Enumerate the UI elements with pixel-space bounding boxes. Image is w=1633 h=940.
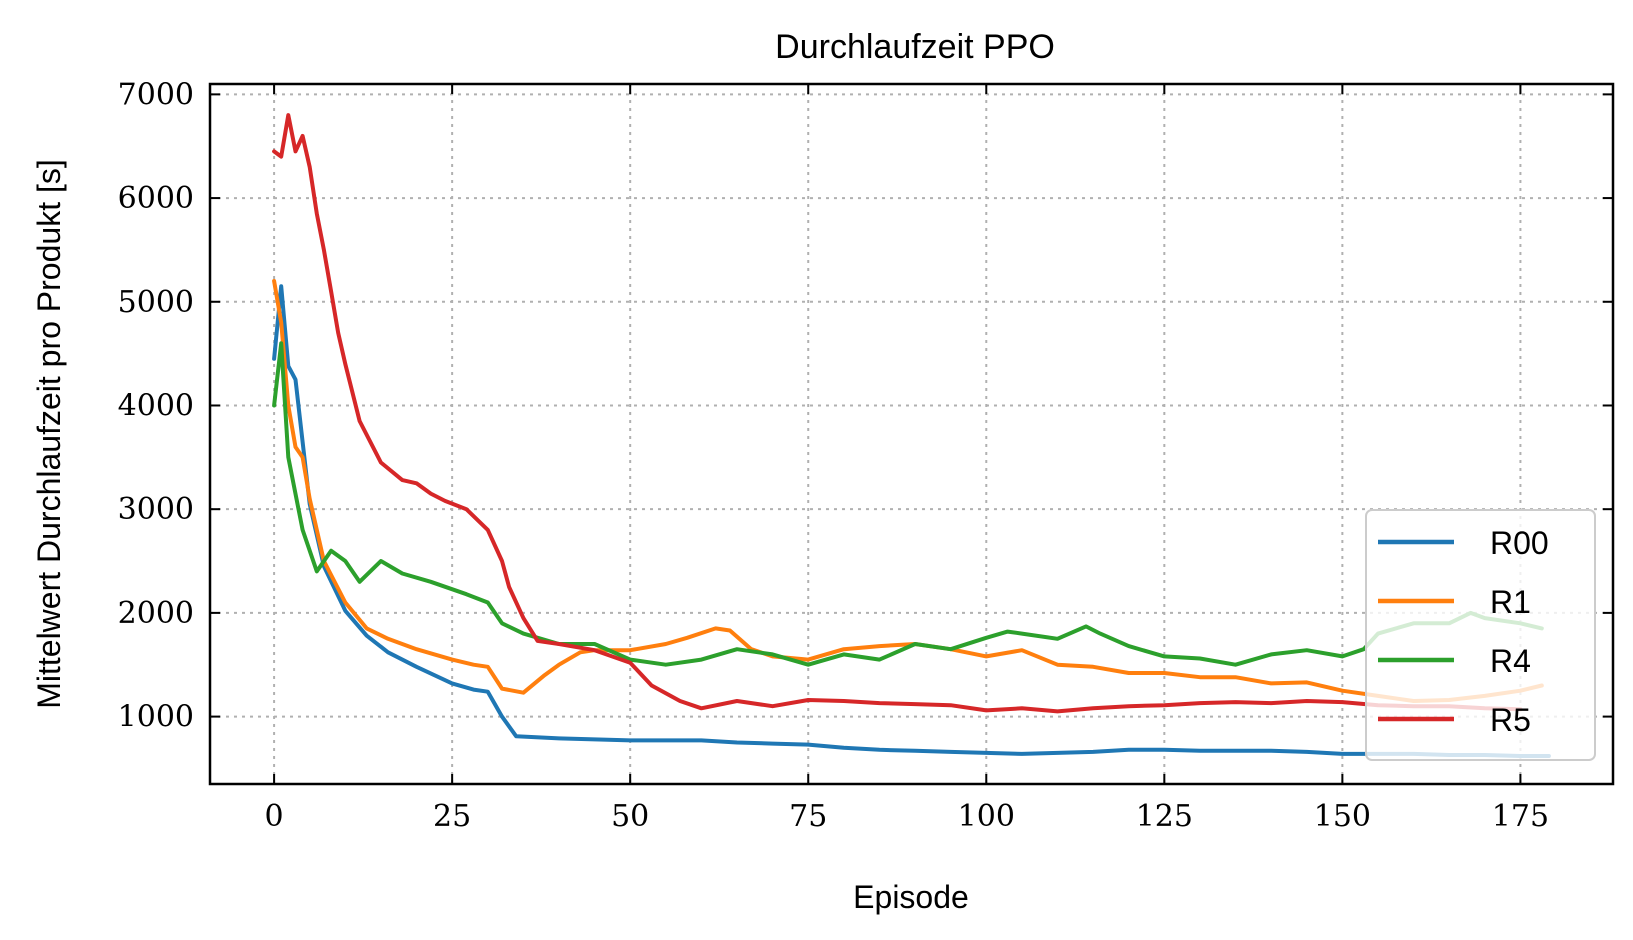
series-line-r5 [272, 113, 1523, 714]
x-tick-label: 0 [265, 799, 284, 834]
y-tick-label: 2000 [118, 596, 194, 631]
y-axis-label: Mittelwert Durchlaufzeit pro Produkt [s] [31, 159, 67, 709]
series-line-r1 [272, 279, 1544, 703]
legend-box [1365, 509, 1596, 761]
x-tick-label: 50 [611, 799, 649, 834]
x-tick-label: 175 [1492, 799, 1549, 834]
series-line-r00 [272, 284, 1551, 758]
y-tick-label: 4000 [118, 388, 194, 423]
legend: R00 R1 R4 R5 [1365, 509, 1596, 761]
series-group [272, 113, 1551, 758]
plot-frame [208, 82, 1615, 786]
ticks: 0 25 50 75 100 125 150 175 1000 2000 3000 4000 5000 6… [118, 77, 1613, 834]
y-tick-label: 7000 [118, 77, 194, 112]
x-axis-label: Episode [853, 879, 969, 915]
series-line-r4 [272, 341, 1544, 667]
x-tick-label: 75 [789, 799, 827, 834]
legend-label-r4: R4 [1490, 643, 1531, 679]
legend-label-r1: R1 [1490, 584, 1531, 620]
x-tick-label: 125 [1136, 799, 1193, 834]
legend-label-r5: R5 [1490, 702, 1531, 738]
x-tick-label: 25 [433, 799, 471, 834]
x-tick-label: 100 [958, 799, 1015, 834]
chart-title: Durchlaufzeit PPO [775, 28, 1055, 66]
y-tick-label: 6000 [118, 181, 194, 216]
y-tick-label: 3000 [118, 492, 194, 527]
legend-label-r00: R00 [1490, 525, 1549, 561]
y-tick-label: 5000 [118, 285, 194, 320]
y-tick-label: 1000 [118, 700, 194, 735]
x-tick-label: 150 [1314, 799, 1371, 834]
